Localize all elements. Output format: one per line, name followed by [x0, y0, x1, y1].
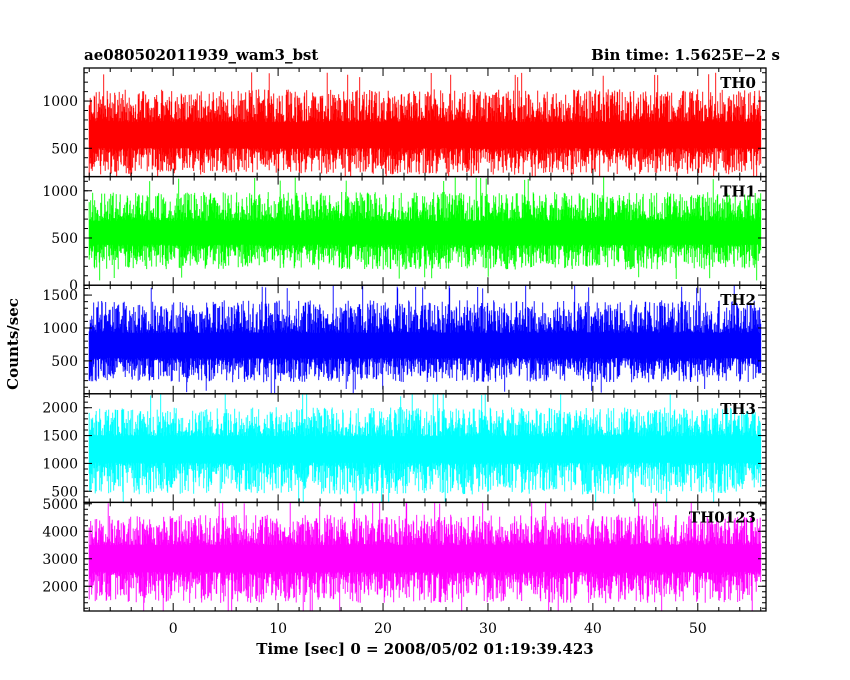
series-th2	[88, 285, 762, 394]
y-tick-label: 2000	[42, 401, 78, 417]
x-tick-label: 10	[269, 621, 287, 637]
panel-th0123: 2000 3000 4000 5000 TH0123	[42, 497, 767, 612]
y-tick-label: 5000	[42, 497, 78, 513]
x-tick-label: 30	[479, 621, 497, 637]
y-tick-label: 500	[51, 484, 78, 500]
x-tick-label: 0	[169, 621, 178, 637]
x-tick-label: 50	[689, 621, 707, 637]
panel-th3: 500 1000 1500 2000 TH3	[42, 393, 767, 504]
y-tick-label: 500	[51, 231, 78, 247]
series-th0123	[88, 502, 762, 611]
y-tick-label: 0	[69, 278, 78, 294]
y-tick-label: 1000	[42, 456, 78, 472]
panel-th1: 0 500 1000 TH1	[42, 175, 767, 294]
y-tick-label: 2000	[42, 579, 78, 595]
x-tick-label: 40	[584, 621, 602, 637]
panel-label: TH0123	[689, 508, 756, 526]
bin-time-label: Bin time: 1.5625E−2 s	[591, 46, 780, 64]
y-tick-label: 1000	[42, 94, 78, 110]
panel-label: TH2	[720, 291, 756, 309]
panel-label: TH1	[720, 183, 756, 201]
y-tick-label: 4000	[42, 524, 78, 540]
y-tick-label: 3000	[42, 552, 78, 568]
chart-title: ae080502011939_wam3_bst	[84, 46, 318, 64]
y-tick-label: 500	[51, 354, 78, 370]
y-tick-label: 1000	[42, 321, 78, 337]
panel-label: TH0	[720, 74, 756, 92]
series-th1	[88, 177, 762, 281]
x-axis-label: Time [sec] 0 = 2008/05/02 01:19:39.423	[256, 640, 593, 658]
y-tick-label: 1500	[42, 288, 78, 304]
panel-th2: 500 1000 1500 TH2	[42, 284, 767, 395]
series-th0	[88, 72, 762, 177]
panel-th0: 500 1000 TH0	[42, 67, 767, 178]
series-th3	[88, 393, 762, 503]
y-tick-label: 1000	[42, 184, 78, 200]
y-tick-label: 500	[51, 141, 78, 157]
x-tick-label: 20	[374, 621, 392, 637]
y-tick-label: 1500	[42, 429, 78, 445]
panel-label: TH3	[720, 400, 756, 418]
y-axis-label: Counts/sec	[4, 298, 22, 390]
